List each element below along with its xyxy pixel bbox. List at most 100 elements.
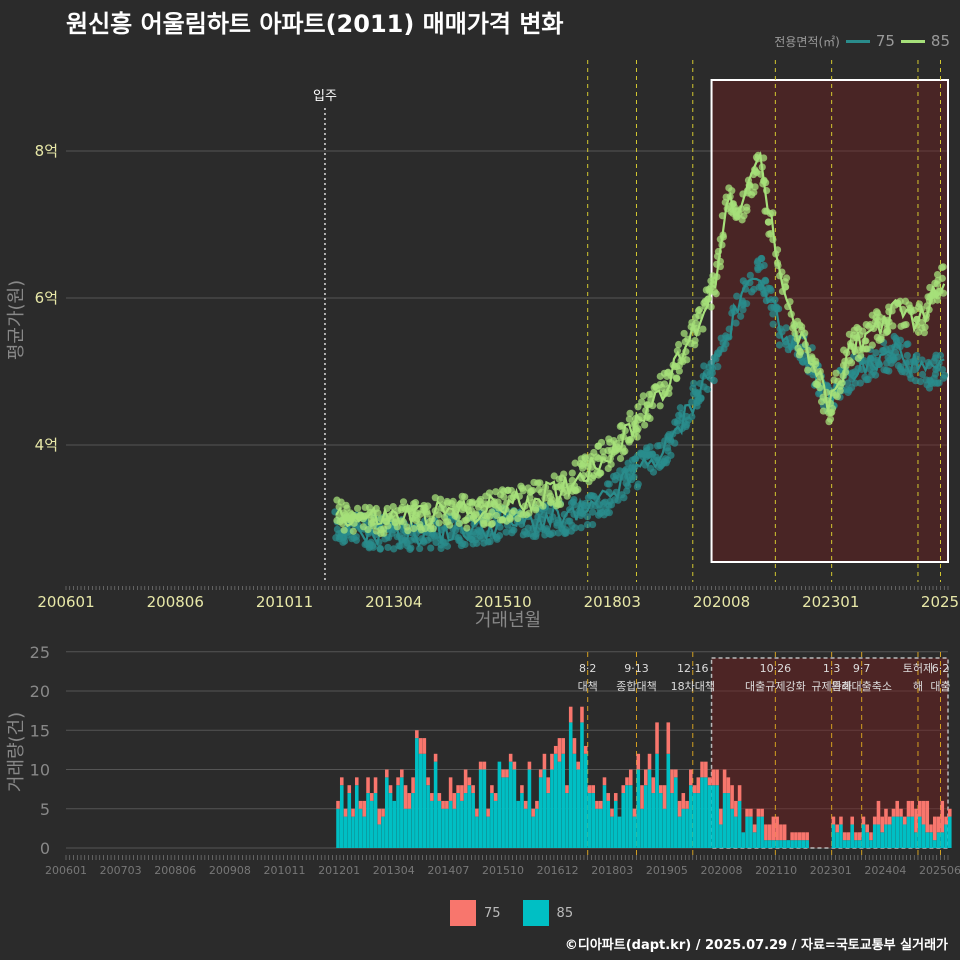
volume-bar-75 [396, 777, 400, 786]
volume-bar-75 [842, 832, 847, 841]
volume-bar-85 [471, 793, 475, 848]
volume-bar-75 [655, 722, 659, 754]
volume-x-tick-label: 202110 [755, 864, 797, 877]
price-point-75 [885, 367, 893, 375]
volume-bar-75 [854, 832, 858, 841]
price-point-85 [429, 525, 437, 533]
price-point-85 [859, 327, 867, 335]
volume-bar-85 [392, 800, 397, 848]
volume-bar-85 [385, 777, 389, 848]
volume-bar-85 [339, 785, 344, 848]
price-point-75 [502, 528, 510, 536]
volume-bar-75 [527, 761, 532, 770]
volume-bar-85 [876, 824, 881, 848]
price-point-75 [577, 524, 585, 532]
x-tick-label: 2025 [921, 593, 959, 611]
legend-swatch-75 [845, 39, 870, 43]
price-point-85 [863, 345, 871, 353]
price-point-75 [690, 379, 698, 387]
volume-bar-85 [749, 816, 753, 848]
volume-bar-75 [456, 785, 460, 794]
policy-label-name: 해 [913, 679, 923, 693]
volume-bar-85 [527, 769, 532, 848]
volume-bar-75 [831, 816, 836, 825]
price-point-85 [847, 359, 856, 367]
volume-bar-75 [899, 808, 903, 817]
volume-bar-75 [339, 777, 344, 786]
volume-bar-75 [422, 738, 427, 754]
policy-label-date: 토허제 [903, 662, 933, 675]
price-point-85 [546, 492, 555, 500]
volume-bar-75 [538, 769, 543, 778]
volume-bar-85 [523, 808, 528, 848]
volume-bar-85 [426, 785, 430, 848]
price-point-85 [536, 479, 544, 487]
volume-x-tick-label: 202008 [701, 864, 743, 877]
price-point-85 [691, 336, 699, 345]
legend-label-85: 85 [930, 32, 950, 50]
price-point-85 [529, 486, 537, 495]
price-point-85 [421, 525, 429, 533]
volume-bar-85 [722, 793, 727, 848]
price-point-75 [532, 532, 540, 541]
volume-bar-75 [895, 800, 900, 817]
volume-bar-75 [400, 769, 404, 778]
volume-bar-75 [606, 793, 611, 801]
volume-bar-75 [572, 738, 577, 754]
volume-bar-75 [917, 800, 922, 817]
volume-bar-75 [415, 730, 419, 739]
volume-bar-75 [452, 793, 457, 809]
legend-bottom-label-75: 75 [484, 905, 501, 921]
volume-bar-85 [835, 832, 839, 848]
volume-bar-75 [336, 800, 340, 809]
price-point-75 [697, 394, 705, 402]
volume-bar-75 [674, 769, 678, 778]
price-point-85 [449, 497, 457, 505]
volume-bar-85 [760, 816, 764, 848]
volume-bar-75 [433, 753, 438, 762]
price-point-85 [410, 525, 418, 533]
volume-bar-75 [887, 816, 892, 825]
volume-bar-85 [715, 785, 719, 848]
x-axis-label: 거래년월 [475, 610, 541, 631]
price-point-75 [896, 336, 904, 344]
volume-bar-75 [568, 706, 573, 723]
policy-label-name: 대출규제강화 [745, 680, 806, 693]
volume-bar-85 [917, 816, 922, 848]
volume-bar-85 [921, 824, 926, 848]
volume-bar-75 [542, 753, 547, 770]
volume-bar-75 [482, 761, 487, 770]
price-point-85 [728, 187, 736, 195]
price-point-75 [588, 508, 597, 516]
volume-bar-85 [580, 722, 584, 848]
price-point-85 [638, 398, 646, 406]
price-point-75 [872, 349, 880, 357]
price-point-75 [732, 319, 740, 327]
volume-bar-85 [677, 816, 682, 848]
volume-bar-75 [535, 800, 539, 809]
volume-bar-85 [486, 816, 490, 848]
volume-bar-75 [580, 706, 584, 723]
volume-bar-85 [730, 808, 734, 848]
volume-bar-85 [737, 800, 742, 848]
volume-bar-75 [583, 745, 588, 754]
volume-bar-75 [805, 832, 809, 841]
volume-bar-75 [358, 800, 363, 809]
price-point-85 [868, 341, 876, 349]
volume-bar-75 [463, 769, 468, 794]
volume-bar-75 [730, 785, 734, 809]
volume-bar-75 [373, 777, 378, 794]
price-point-85 [588, 474, 597, 482]
volume-bar-85 [377, 824, 382, 848]
price-point-75 [916, 377, 925, 386]
volume-bar-75 [411, 777, 415, 794]
price-point-75 [714, 363, 722, 371]
price-point-85 [751, 183, 759, 191]
volume-bar-85 [441, 808, 445, 848]
volume-bar-75 [561, 738, 565, 754]
price-point-85 [646, 414, 654, 423]
volume-bar-75 [944, 816, 948, 825]
volume-bar-85 [906, 816, 911, 848]
price-point-85 [857, 351, 865, 360]
volume-bar-75 [613, 793, 618, 801]
